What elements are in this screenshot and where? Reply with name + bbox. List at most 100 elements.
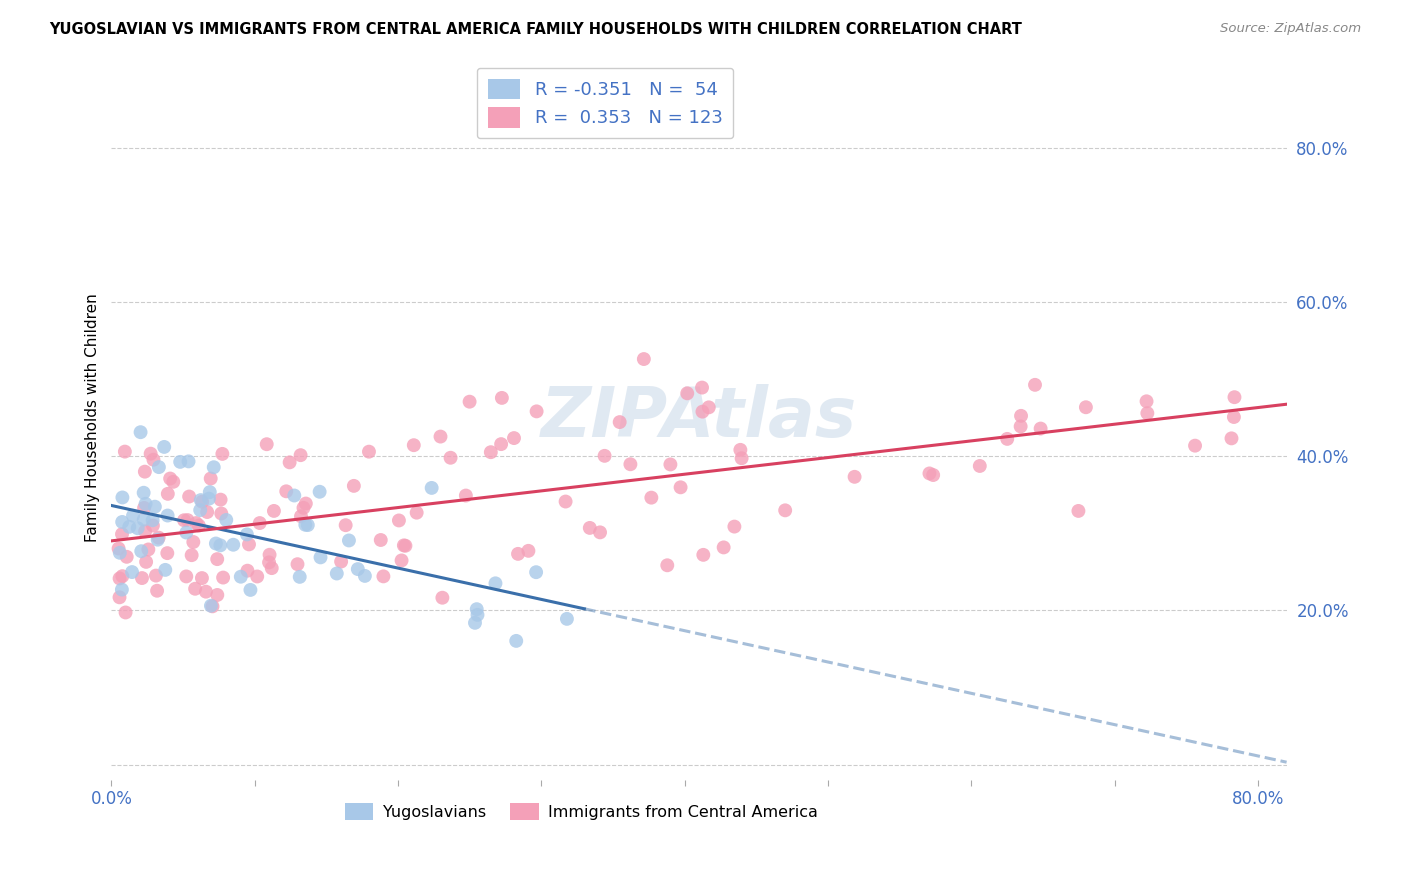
Point: [200, 599, 222, 613]
Point: [132, 485, 155, 500]
Point: [1010, 409, 1032, 423]
Point: [198, 485, 221, 500]
Point: [222, 538, 245, 552]
Point: [554, 494, 576, 508]
Point: [146, 583, 169, 598]
Point: [111, 582, 134, 597]
Point: [491, 391, 513, 405]
Point: [526, 404, 548, 418]
Point: [292, 500, 315, 515]
Point: [246, 569, 269, 583]
Point: [194, 584, 217, 599]
Point: [343, 479, 366, 493]
Point: [346, 562, 368, 576]
Text: YUGOSLAVIAN VS IMMIGRANTS FROM CENTRAL AMERICA FAMILY HOUSEHOLDS WITH CHILDREN C: YUGOSLAVIAN VS IMMIGRANTS FROM CENTRAL A…: [49, 22, 1022, 37]
Point: [439, 450, 461, 465]
Point: [276, 484, 298, 499]
Point: [108, 546, 131, 560]
Point: [394, 539, 416, 553]
Point: [148, 460, 170, 475]
Point: [669, 480, 692, 494]
Point: [122, 508, 145, 523]
Point: [134, 524, 156, 539]
Point: [190, 493, 212, 508]
Point: [187, 518, 209, 533]
Point: [174, 569, 197, 583]
Point: [288, 570, 311, 584]
Point: [202, 460, 225, 475]
Point: [195, 505, 218, 519]
Point: [146, 533, 169, 547]
Point: [730, 442, 752, 457]
Point: [844, 470, 866, 484]
Point: [134, 465, 156, 479]
Point: [609, 415, 631, 429]
Point: [1074, 401, 1097, 415]
Y-axis label: Family Households with Children: Family Households with Children: [86, 293, 100, 542]
Point: [118, 520, 141, 534]
Point: [297, 518, 319, 533]
Point: [111, 569, 134, 583]
Point: [388, 513, 411, 527]
Point: [162, 475, 184, 489]
Point: [260, 561, 283, 575]
Point: [138, 542, 160, 557]
Point: [159, 471, 181, 485]
Point: [142, 513, 165, 527]
Point: [179, 490, 201, 504]
Point: [108, 591, 131, 605]
Point: [391, 553, 413, 567]
Point: [173, 513, 195, 527]
Point: [484, 576, 506, 591]
Point: [640, 491, 662, 505]
Point: [127, 521, 149, 535]
Point: [186, 516, 208, 530]
Point: [188, 503, 211, 517]
Point: [114, 444, 136, 458]
Point: [619, 457, 641, 471]
Point: [337, 533, 360, 548]
Point: [129, 425, 152, 440]
Point: [1135, 394, 1157, 409]
Point: [287, 558, 309, 572]
Point: [1029, 421, 1052, 435]
Point: [205, 552, 228, 566]
Point: [420, 481, 443, 495]
Point: [111, 527, 134, 541]
Point: [1184, 439, 1206, 453]
Point: [589, 525, 612, 540]
Point: [1136, 406, 1159, 420]
Point: [690, 381, 713, 395]
Point: [215, 513, 238, 527]
Point: [207, 588, 229, 602]
Point: [458, 394, 481, 409]
Point: [524, 565, 547, 579]
Point: [148, 531, 170, 545]
Point: [200, 471, 222, 485]
Point: [1024, 377, 1046, 392]
Point: [259, 548, 281, 562]
Point: [479, 445, 502, 459]
Point: [1010, 419, 1032, 434]
Point: [676, 386, 699, 401]
Point: [405, 506, 427, 520]
Point: [155, 563, 177, 577]
Point: [169, 455, 191, 469]
Point: [373, 569, 395, 583]
Point: [432, 591, 454, 605]
Point: [505, 633, 527, 648]
Text: Source: ZipAtlas.com: Source: ZipAtlas.com: [1220, 22, 1361, 36]
Point: [357, 444, 380, 458]
Point: [184, 582, 207, 596]
Point: [156, 487, 179, 501]
Point: [132, 513, 155, 527]
Point: [308, 484, 330, 499]
Point: [115, 549, 138, 564]
Point: [209, 538, 232, 552]
Point: [176, 525, 198, 540]
Point: [257, 555, 280, 569]
Point: [354, 569, 377, 583]
Point: [191, 571, 214, 585]
Point: [238, 537, 260, 551]
Point: [236, 527, 259, 541]
